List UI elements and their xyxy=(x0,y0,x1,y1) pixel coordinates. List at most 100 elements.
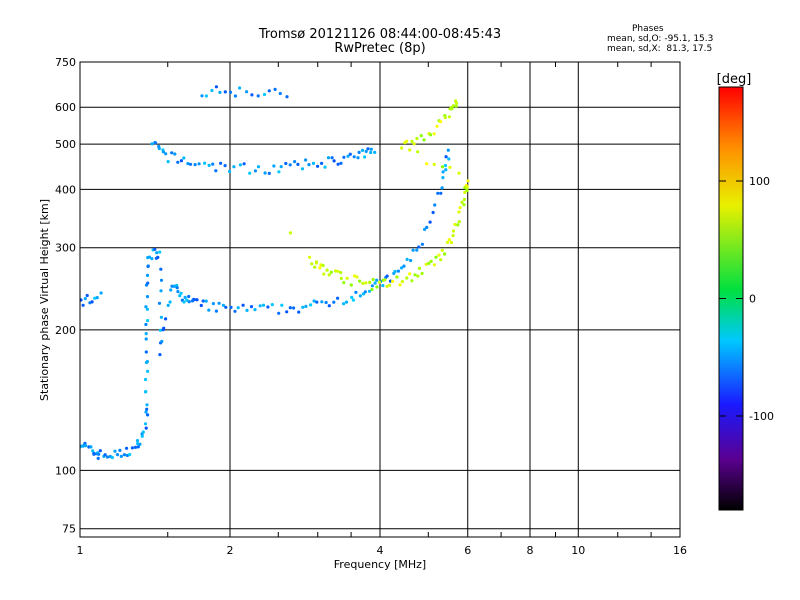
echo-point xyxy=(293,160,297,164)
x-tick-label: 16 xyxy=(673,544,687,557)
echo-point xyxy=(432,263,436,267)
echo-point xyxy=(419,134,423,138)
echo-point xyxy=(263,171,267,175)
echo-point xyxy=(413,273,417,277)
echo-point xyxy=(364,281,368,285)
echo-point xyxy=(318,266,322,270)
echo-point xyxy=(444,168,448,172)
echo-point xyxy=(330,156,334,160)
echo-point xyxy=(423,227,427,231)
echo-point xyxy=(93,296,97,300)
echo-point xyxy=(316,164,320,168)
echo-point xyxy=(433,203,437,207)
echo-point xyxy=(145,360,149,364)
echo-point xyxy=(236,306,240,310)
echo-point xyxy=(309,303,313,307)
echo-point xyxy=(118,448,122,452)
echo-point xyxy=(425,225,429,229)
echo-point xyxy=(179,291,183,295)
echo-point xyxy=(457,210,461,214)
echo-point xyxy=(400,266,404,270)
echo-point xyxy=(156,255,160,259)
echo-point xyxy=(160,339,164,344)
echo-point xyxy=(304,304,308,308)
echo-point xyxy=(409,258,413,263)
echo-point xyxy=(245,308,249,312)
echo-point xyxy=(465,189,469,193)
echo-point xyxy=(211,162,215,166)
echo-point xyxy=(356,156,360,160)
echo-point xyxy=(143,377,148,382)
echo-point xyxy=(322,272,326,276)
echo-point xyxy=(80,298,83,302)
echo-point xyxy=(402,264,406,268)
echo-point xyxy=(398,283,402,287)
echo-point xyxy=(253,308,257,312)
echo-point xyxy=(285,95,289,99)
echo-point xyxy=(425,162,429,166)
echo-point xyxy=(217,301,221,305)
echo-point xyxy=(214,85,218,89)
echo-point xyxy=(369,147,373,151)
echo-point xyxy=(115,453,120,457)
y-tick-label: 400 xyxy=(55,183,76,196)
echo-point xyxy=(440,165,445,169)
echo-point xyxy=(145,295,150,299)
echo-point xyxy=(241,303,245,307)
echo-point xyxy=(224,305,228,309)
echo-point xyxy=(277,170,281,174)
echo-point xyxy=(232,165,236,169)
echo-point xyxy=(443,252,447,256)
echo-point xyxy=(388,283,392,287)
echo-point xyxy=(453,222,457,227)
echo-point xyxy=(336,269,340,273)
echo-point xyxy=(326,156,331,160)
echo-point xyxy=(400,280,404,284)
phases-o-stats: mean, sd,O: -95.1, 15.3 xyxy=(607,34,714,44)
echo-point xyxy=(159,267,163,271)
echo-point xyxy=(135,439,140,443)
echo-point xyxy=(249,305,254,309)
chart-subtitle: RwPretec (8p) xyxy=(334,41,426,56)
echo-point xyxy=(256,94,260,98)
echo-point xyxy=(350,295,354,299)
echo-point xyxy=(200,94,204,98)
echo-point xyxy=(211,302,215,306)
phases-x-stats: mean, sd,X: 81.3, 17.5 xyxy=(607,44,713,54)
echo-point xyxy=(153,247,157,251)
echo-point xyxy=(320,300,324,304)
echo-point xyxy=(147,255,152,259)
echo-point xyxy=(187,300,191,304)
echo-point xyxy=(146,264,150,269)
echo-point xyxy=(166,160,170,164)
echo-point xyxy=(447,115,451,119)
echo-point xyxy=(451,234,455,238)
x-tick-label: 8 xyxy=(527,544,534,557)
echo-point xyxy=(98,449,102,453)
echo-point xyxy=(345,276,349,280)
echo-point xyxy=(352,274,357,278)
echo-point xyxy=(233,94,237,98)
echo-point xyxy=(446,148,450,152)
echo-point xyxy=(367,289,372,293)
echo-point xyxy=(422,138,426,142)
echo-point xyxy=(159,278,164,282)
echo-point xyxy=(439,120,443,124)
echo-point xyxy=(320,161,324,165)
echo-point xyxy=(311,161,316,165)
echo-point xyxy=(245,90,249,94)
echo-point xyxy=(441,176,445,180)
echo-point xyxy=(369,150,373,155)
echo-point xyxy=(210,88,214,93)
echo-point xyxy=(83,297,87,301)
colorbar-tick-label: 100 xyxy=(749,175,770,188)
echo-point xyxy=(166,303,170,307)
echo-point xyxy=(288,163,292,167)
echo-point xyxy=(188,162,193,166)
echo-point xyxy=(262,92,267,97)
echo-point xyxy=(285,310,289,314)
echo-point xyxy=(150,257,154,261)
echo-point xyxy=(308,255,312,259)
echo-point xyxy=(439,191,443,195)
